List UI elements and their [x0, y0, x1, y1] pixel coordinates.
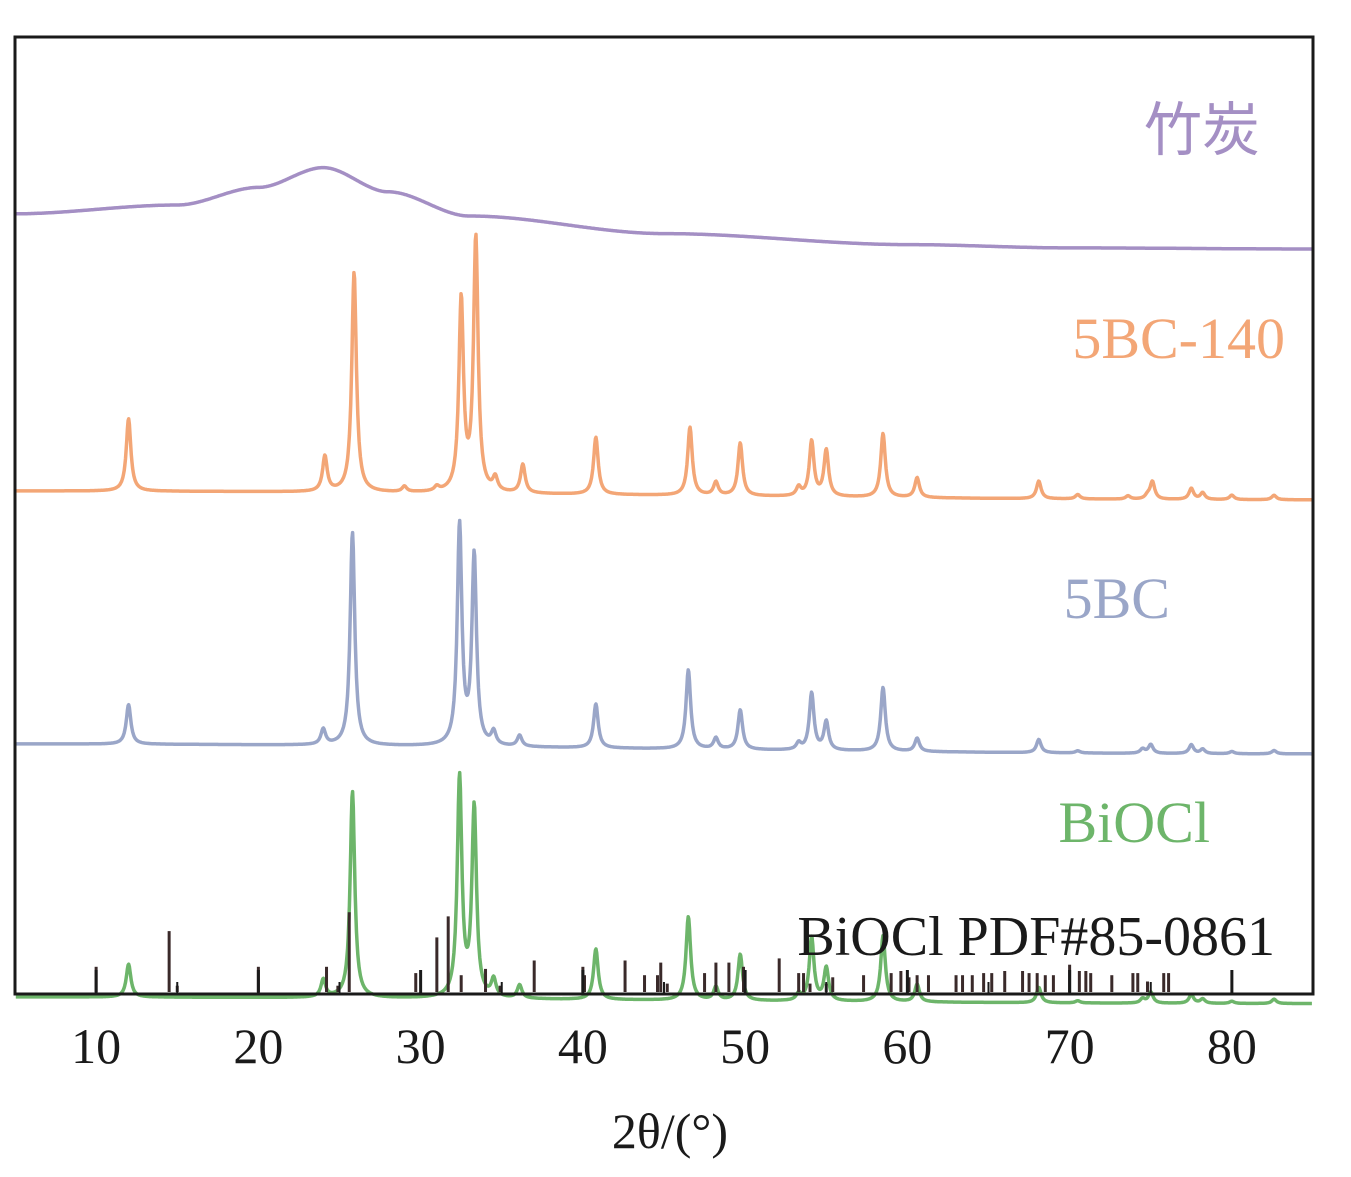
- reference-label: BiOCl PDF#85-0861: [797, 906, 1275, 968]
- x-tick-label-1: 20: [233, 1018, 283, 1074]
- x-tick-label-3: 40: [558, 1018, 608, 1074]
- x-tick-label-2: 30: [396, 1018, 446, 1074]
- x-tick-label-5: 60: [882, 1018, 932, 1074]
- x-tick-label-7: 80: [1207, 1018, 1257, 1074]
- series-label-1: 5BC-140: [1072, 306, 1285, 371]
- xrd-traces: [14, 165, 1313, 1006]
- series-line-0: [14, 165, 1313, 251]
- x-tick-label-0: 10: [71, 1018, 121, 1074]
- x-tick-label-6: 70: [1045, 1018, 1095, 1074]
- reference-sticks: [94, 912, 1171, 992]
- series-line-3: [14, 770, 1313, 1006]
- series-label-2: 5BC: [1064, 566, 1170, 631]
- series-label-3: BiOCl: [1059, 790, 1211, 855]
- series-line-1: [14, 232, 1313, 502]
- x-axis-title: 2θ/(°): [612, 1103, 728, 1159]
- series-label-0: 竹炭: [1144, 98, 1260, 163]
- series-line-2: [14, 518, 1313, 756]
- series-labels: 竹炭 5BC-140 5BC BiOCl: [1059, 98, 1286, 855]
- x-tick-label-4: 50: [720, 1018, 770, 1074]
- x-axis: 10 20 30 40 50 60 70 80: [71, 970, 1257, 1074]
